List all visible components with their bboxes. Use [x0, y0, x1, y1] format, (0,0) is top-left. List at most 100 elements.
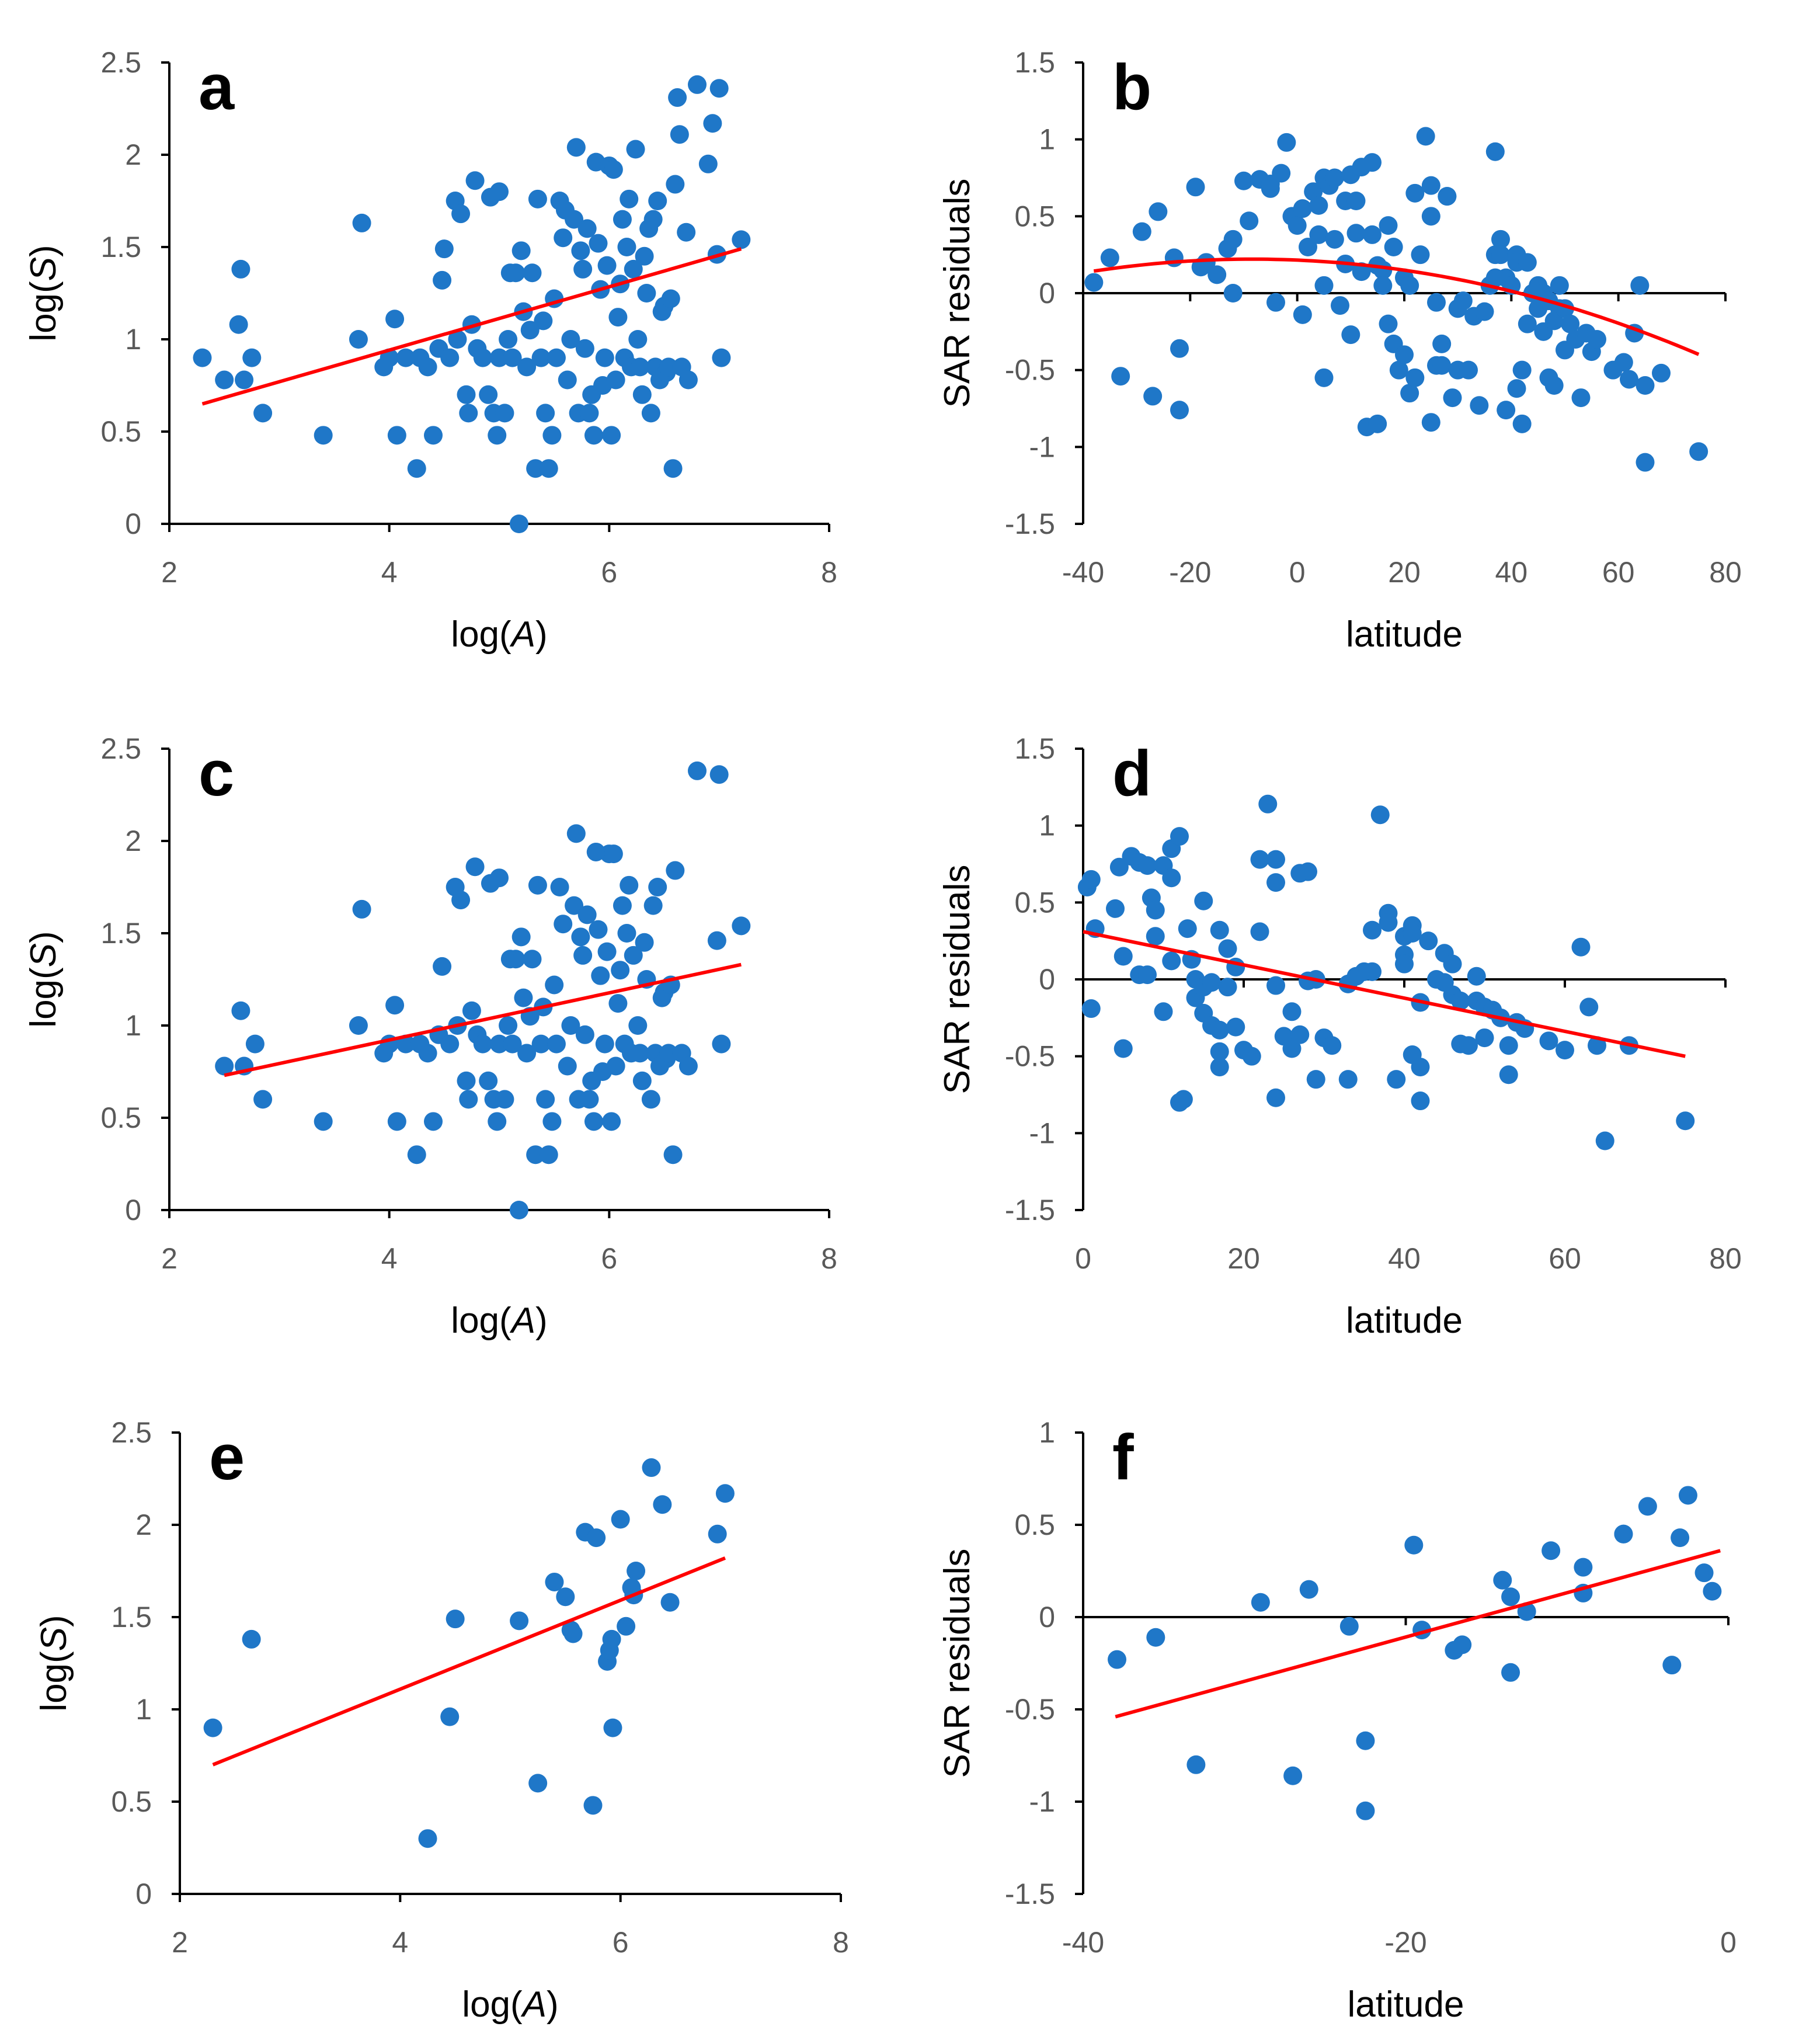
- data-point: [1170, 339, 1189, 358]
- data-point: [547, 348, 566, 367]
- data-point: [1588, 330, 1606, 349]
- data-point: [709, 765, 729, 784]
- data-point: [407, 459, 426, 478]
- data-point: [608, 308, 628, 327]
- data-point: [1170, 401, 1189, 420]
- data-point: [1251, 1593, 1270, 1612]
- data-point: [490, 348, 509, 367]
- x-tick-label: -40: [1062, 1926, 1104, 1959]
- data-point: [678, 1056, 698, 1076]
- data-point: [451, 204, 471, 224]
- data-point: [617, 1617, 636, 1636]
- x-axis-title: latitude: [1348, 1984, 1464, 2025]
- data-point: [1250, 850, 1269, 869]
- data-point: [556, 1587, 575, 1607]
- data-point: [459, 404, 478, 423]
- y-tick-label: -0.5: [1005, 1693, 1055, 1726]
- data-point: [1283, 1766, 1303, 1785]
- x-tick-label: 6: [601, 1242, 617, 1275]
- data-point: [648, 192, 667, 210]
- data-point: [603, 1718, 622, 1737]
- data-point: [1404, 1535, 1424, 1555]
- data-point: [573, 945, 593, 965]
- y-tick-label: 0: [1039, 1601, 1055, 1633]
- data-point: [1614, 353, 1633, 372]
- x-axis-title-prefix: log(: [462, 1984, 523, 2025]
- y-tick-label: 1: [1039, 123, 1055, 156]
- data-point: [587, 1528, 606, 1548]
- data-point: [488, 1112, 507, 1131]
- data-point: [1162, 868, 1181, 888]
- data-point: [1146, 901, 1165, 920]
- y-tick-label: 0.5: [1014, 1508, 1055, 1541]
- y-tick-label: -1: [1029, 1117, 1055, 1149]
- data-point: [457, 385, 476, 404]
- data-point: [1595, 1131, 1614, 1150]
- data-point: [235, 370, 254, 390]
- data-point: [597, 256, 617, 275]
- data-point: [1676, 1111, 1695, 1131]
- data-point: [648, 878, 667, 896]
- data-point: [1387, 1070, 1406, 1089]
- y-tick-label: -1: [1029, 1785, 1055, 1818]
- data-point: [387, 1112, 406, 1131]
- data-point: [631, 1044, 650, 1063]
- x-tick-label: 60: [1602, 556, 1635, 589]
- data-point: [509, 1201, 528, 1219]
- x-tick-label: 20: [1227, 1242, 1260, 1275]
- data-point: [1266, 293, 1285, 312]
- data-point: [1443, 954, 1462, 974]
- data-point: [385, 996, 405, 1015]
- data-point: [583, 1796, 603, 1815]
- y-tick-label: -1.5: [1005, 1878, 1055, 1910]
- y-axis-title-variable: S: [34, 1627, 74, 1651]
- data-point: [688, 75, 707, 94]
- y-axis-title-prefix: log(: [23, 281, 64, 342]
- data-point: [1314, 276, 1334, 295]
- data-point: [245, 1034, 265, 1054]
- data-point: [666, 175, 685, 194]
- data-point: [1614, 1524, 1633, 1544]
- data-point: [565, 210, 584, 229]
- data-point: [215, 1056, 234, 1076]
- data-point: [620, 189, 639, 208]
- data-point: [1208, 265, 1227, 284]
- x-tick-label: 80: [1709, 1242, 1742, 1275]
- data-point: [584, 1112, 603, 1131]
- data-point: [1363, 153, 1382, 172]
- data-point: [624, 259, 643, 279]
- data-point: [231, 1001, 250, 1020]
- data-point: [1293, 305, 1312, 324]
- panel-d: -1.5 -1 -0.5 0 0.5 1 1.5 0 20 40 60 80 latitude SAR r…: [937, 732, 1742, 1341]
- data-point: [215, 370, 234, 390]
- data-point: [1405, 183, 1425, 203]
- y-tick-label: 1.5: [1014, 46, 1055, 79]
- data-point: [642, 1458, 661, 1478]
- y-tick-label: 0.5: [1014, 200, 1055, 232]
- data-point: [473, 1034, 492, 1054]
- x-axis-title-prefix: latitude: [1346, 614, 1463, 655]
- x-axis-title-variable: A: [509, 1301, 535, 1341]
- data-point: [1475, 1028, 1494, 1048]
- data-point: [1106, 899, 1125, 918]
- data-point: [1341, 325, 1360, 345]
- data-point: [495, 1090, 514, 1109]
- data-point: [465, 857, 485, 877]
- x-axis-title-prefix: latitude: [1348, 1984, 1464, 2025]
- data-point: [554, 915, 573, 934]
- data-point: [229, 315, 248, 334]
- data-point: [643, 896, 663, 915]
- data-point: [620, 875, 639, 895]
- data-point: [1363, 920, 1382, 940]
- data-point: [509, 515, 528, 533]
- data-point: [531, 348, 551, 367]
- data-point: [1109, 857, 1129, 877]
- x-axis-title-variable: A: [509, 614, 535, 655]
- data-point: [253, 404, 273, 423]
- data-point: [1186, 1755, 1206, 1774]
- y-tick-label: 0: [135, 1878, 152, 1910]
- data-point: [1250, 922, 1269, 941]
- data-point: [1363, 225, 1382, 244]
- data-point: [446, 1610, 465, 1629]
